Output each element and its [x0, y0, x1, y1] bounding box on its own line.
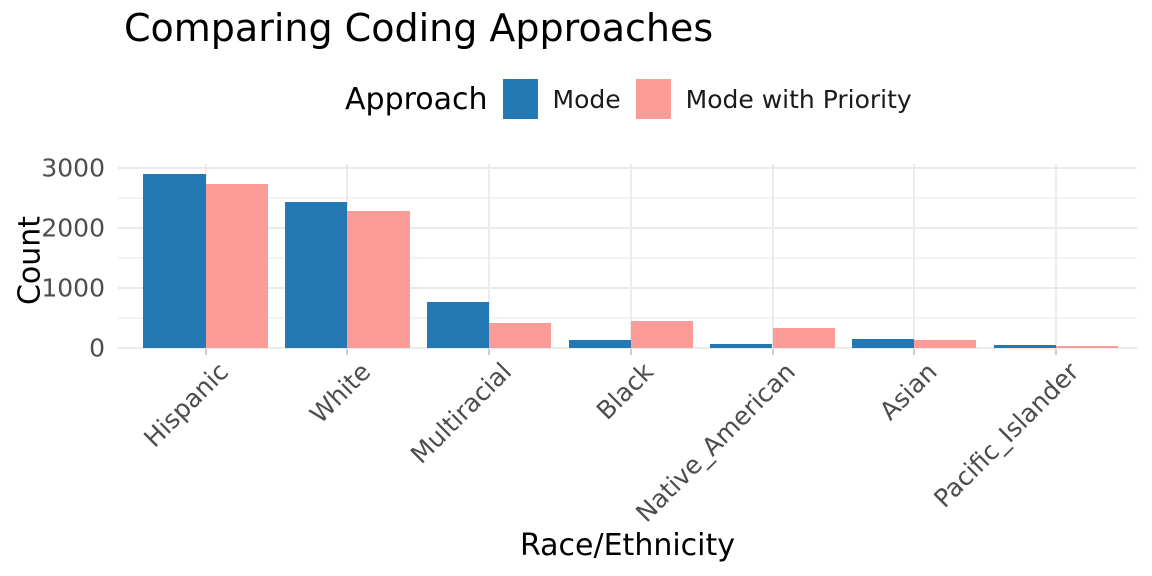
bar — [143, 174, 206, 348]
x-tick-mark — [771, 349, 774, 355]
gridline-major — [118, 287, 1137, 289]
gridline-major — [118, 347, 1137, 349]
bar — [347, 210, 410, 348]
bar — [1055, 346, 1119, 348]
x-tick-mark — [1054, 349, 1057, 355]
x-tick-label: Pacific_Islander — [928, 357, 1085, 514]
legend-title: Approach — [345, 81, 488, 117]
y-tick-label: 3000 — [41, 153, 105, 183]
gridline-minor — [118, 317, 1137, 319]
gridline-vertical — [488, 164, 491, 348]
gridline-vertical — [1054, 164, 1057, 348]
bar — [772, 327, 835, 348]
x-tick-mark — [204, 349, 207, 355]
x-tick-label: Multiracial — [405, 357, 518, 470]
legend-label-mode: Mode — [552, 84, 621, 114]
gridline-minor — [118, 257, 1137, 259]
y-tick-label: 1000 — [41, 273, 105, 303]
bar — [426, 301, 490, 348]
legend-swatch-mode-with-priority — [635, 79, 671, 119]
x-tick-mark — [488, 349, 491, 355]
legend-swatch-mode — [502, 79, 538, 119]
legend-item-mode: Mode — [502, 79, 621, 119]
x-tick-mark — [629, 349, 632, 355]
gridline-minor — [118, 197, 1137, 199]
chart-title: Comparing Coding Approaches — [124, 6, 714, 50]
bar — [205, 183, 268, 348]
x-axis-title: Race/Ethnicity — [519, 528, 736, 563]
x-tick-label: Black — [590, 357, 660, 426]
gridline-major — [118, 167, 1137, 169]
bar — [914, 339, 977, 348]
legend-item-mode-with-priority: Mode with Priority — [635, 79, 912, 119]
bar — [630, 320, 694, 348]
bar — [489, 322, 552, 348]
bar — [710, 343, 773, 348]
x-tick-mark — [913, 349, 916, 355]
bar — [568, 340, 631, 348]
x-tick-label: Hispanic — [138, 357, 235, 453]
bar — [851, 339, 915, 348]
x-tick-label: Asian — [873, 357, 943, 426]
legend-label-mode-with-priority: Mode with Priority — [685, 84, 912, 114]
legend: Approach Mode Mode with Priority — [345, 78, 912, 120]
gridline-major — [118, 227, 1137, 229]
y-axis-title: Count — [12, 215, 48, 306]
bar — [285, 201, 348, 348]
gridline-vertical — [771, 164, 774, 348]
y-tick-label: 0 — [89, 333, 105, 363]
y-tick-label: 2000 — [41, 213, 105, 243]
x-tick-label: White — [303, 357, 376, 429]
gridline-vertical — [629, 164, 632, 348]
x-tick-mark — [346, 349, 349, 355]
gridline-vertical — [913, 164, 916, 348]
x-tick-label: Native_American — [630, 357, 802, 528]
bar — [993, 345, 1056, 348]
